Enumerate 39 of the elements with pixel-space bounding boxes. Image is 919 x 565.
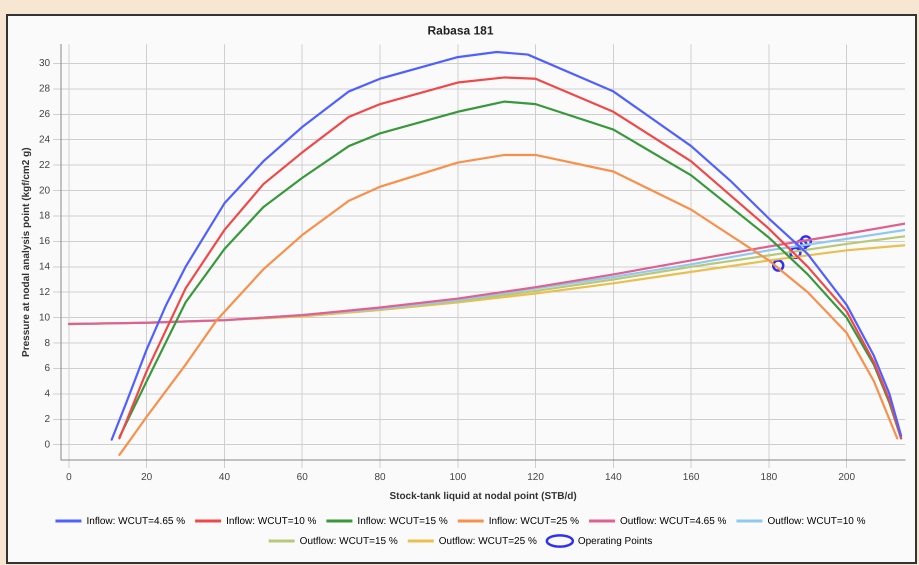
x-tick-label: 200 (838, 472, 856, 483)
x-tick-label: 160 (682, 472, 700, 483)
legend-label: Outflow: WCUT=25 % (438, 536, 537, 547)
x-tick-label: 40 (218, 472, 230, 483)
y-tick-label: 4 (44, 388, 51, 400)
y-tick-label: 12 (39, 286, 51, 298)
y-tick-label: 10 (39, 312, 51, 324)
legend-label: Outflow: WCUT=10 % (767, 516, 866, 527)
x-tick-label: 100 (449, 472, 467, 483)
x-tick-label: 60 (296, 472, 308, 483)
legend-label: Inflow: WCUT=10 % (226, 516, 317, 527)
x-tick-label: 0 (66, 472, 72, 483)
y-tick-label: 2 (44, 414, 51, 426)
y-tick-label: 28 (39, 84, 51, 95)
x-tick-label: 180 (760, 472, 778, 483)
y-tick-label: 6 (44, 363, 51, 374)
legend-label: Operating Points (578, 536, 652, 547)
y-tick-label: 14 (39, 262, 51, 273)
legend-label: Inflow: WCUT=4.65 % (86, 516, 186, 527)
legend-label: Inflow: WCUT=15 % (357, 516, 448, 527)
x-tick-label: 120 (527, 472, 544, 483)
y-tick-label: 20 (39, 185, 51, 196)
y-tick-label: 18 (39, 210, 51, 222)
y-tick-label: 26 (39, 109, 51, 120)
x-tick-label: 20 (141, 472, 153, 483)
legend-label: Outflow: WCUT=4.65 % (620, 516, 727, 527)
x-axis-title: Stock-tank liquid at nodal point (STB/d) (389, 490, 577, 502)
y-tick-label: 22 (39, 160, 51, 171)
x-tick-label: 140 (604, 472, 622, 483)
legend-label: Inflow: WCUT=25 % (488, 516, 580, 527)
legend-label: Outflow: WCUT=15 % (300, 536, 398, 547)
y-tick-label: 30 (39, 58, 51, 70)
y-tick-label: 8 (44, 338, 51, 349)
y-tick-label: 24 (39, 134, 51, 146)
y-tick-label: 0 (44, 440, 51, 450)
chart-title: Rabasa 181 (427, 24, 494, 38)
y-axis-title: Pressure at nodal analysis point (kgf/cm2 g) (20, 147, 32, 357)
x-tick-label: 80 (374, 472, 386, 483)
y-tick-label: 16 (39, 236, 51, 248)
